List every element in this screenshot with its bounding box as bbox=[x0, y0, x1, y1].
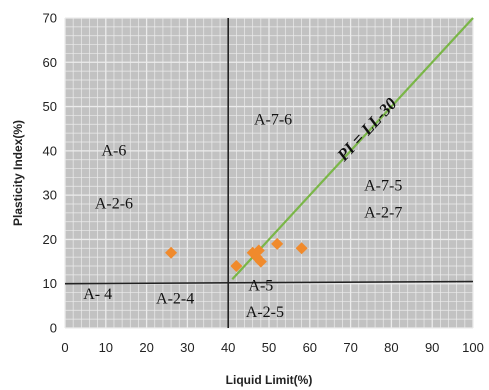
x-tick-label: 80 bbox=[384, 340, 398, 355]
zone-label: A-2-4 bbox=[156, 291, 194, 308]
x-tick-label: 20 bbox=[139, 340, 153, 355]
pi-ll-30-line bbox=[231, 17, 474, 281]
zone-labels: A-6 A-2-6 A-7-6 A-7-5 A-2-7 A- 4 A-2-4 A-5 A-2-5 bbox=[83, 111, 402, 321]
zone-label: A-2-7 bbox=[364, 204, 402, 221]
y-tick-label: 30 bbox=[43, 188, 57, 203]
y-tick-label: 50 bbox=[43, 99, 57, 114]
x-tick-label: 70 bbox=[343, 340, 357, 355]
x-tick-label: 10 bbox=[99, 340, 113, 355]
x-axis-title: Liquid Limit(%) bbox=[226, 373, 313, 387]
x-tick-label: 60 bbox=[303, 340, 317, 355]
data-point bbox=[252, 244, 265, 257]
y-tick-label: 60 bbox=[43, 55, 57, 70]
y-tick-label: 10 bbox=[43, 276, 57, 291]
x-tick-label: 30 bbox=[180, 340, 194, 355]
x-tick-label: 0 bbox=[61, 340, 68, 355]
x-tick-label: 50 bbox=[262, 340, 276, 355]
data-point bbox=[271, 237, 284, 250]
x-tick-label: 100 bbox=[462, 340, 484, 355]
data-point bbox=[254, 255, 267, 268]
y-axis-title: Plasticity Index(%) bbox=[11, 120, 25, 226]
x-tick-label: 40 bbox=[221, 340, 235, 355]
y-tick-label: 70 bbox=[43, 11, 57, 26]
grid bbox=[64, 17, 474, 329]
zone-label: A-7-6 bbox=[254, 111, 292, 128]
zone-label: A-2-6 bbox=[95, 195, 133, 212]
zone-label: A- 4 bbox=[83, 286, 112, 303]
x-tick-labels: 0 10 20 30 40 50 60 70 80 90 100 bbox=[61, 340, 483, 355]
data-points bbox=[165, 237, 308, 272]
y-tick-labels: 0 10 20 30 40 50 60 70 bbox=[43, 11, 57, 336]
data-point bbox=[295, 242, 308, 255]
y-tick-label: 40 bbox=[43, 143, 57, 158]
pi-10-boundary-line bbox=[64, 280, 474, 285]
y-tick-label: 20 bbox=[43, 232, 57, 247]
data-point bbox=[165, 246, 178, 259]
x-tick-label: 90 bbox=[425, 340, 439, 355]
zone-label: A-7-5 bbox=[364, 178, 402, 195]
zone-label: A-6 bbox=[102, 142, 127, 159]
zone-label: A-5 bbox=[248, 277, 273, 294]
data-point bbox=[230, 260, 243, 272]
zone-label: A-2-5 bbox=[246, 304, 284, 321]
y-tick-label: 0 bbox=[50, 321, 57, 336]
